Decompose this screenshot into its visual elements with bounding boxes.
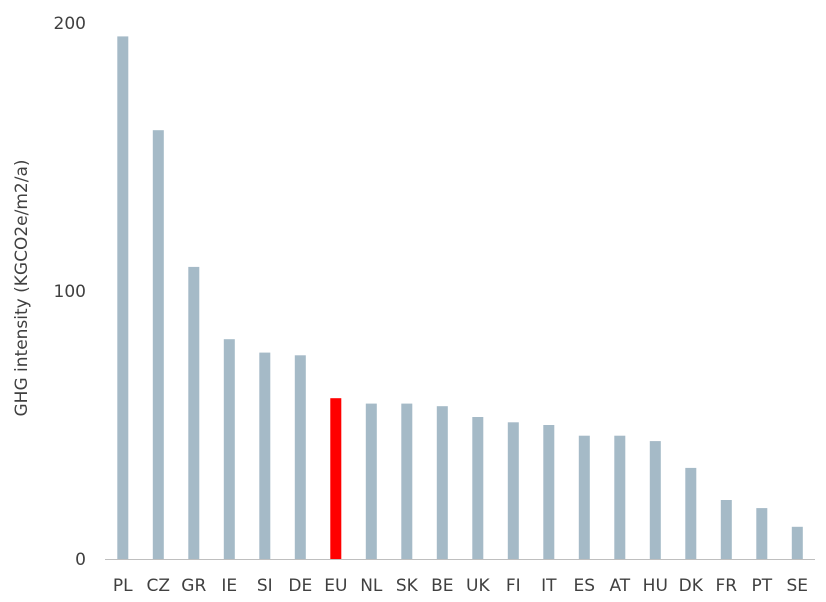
x-tick-label-cz: CZ — [147, 576, 171, 596]
x-tick-label-hu: HU — [643, 576, 668, 596]
x-tick-label-pl: PL — [113, 576, 133, 596]
bar-es — [578, 435, 590, 559]
y-tick-label-0: 0 — [75, 550, 86, 570]
y-tick-label-200: 200 — [54, 14, 86, 34]
x-tick-label-eu: EU — [324, 576, 347, 596]
x-tick-label-se: SE — [787, 576, 809, 596]
bar-de — [294, 355, 306, 559]
x-tick-label-be: BE — [431, 576, 453, 596]
y-axis-title: GHG intensity (KGCO2e/m2/a) — [12, 159, 32, 416]
x-tick-label-de: DE — [288, 576, 312, 596]
x-tick-label-es: ES — [574, 576, 596, 596]
bar-eu — [330, 398, 342, 559]
x-tick-label-ie: IE — [221, 576, 237, 596]
bar-gr — [188, 266, 200, 559]
bar-uk — [472, 417, 484, 559]
bar-be — [436, 406, 448, 559]
bar-it — [543, 425, 555, 559]
x-tick-label-pt: PT — [751, 576, 772, 596]
bar-sk — [401, 403, 413, 559]
x-tick-label-dk: DK — [679, 576, 704, 596]
bar-at — [614, 435, 626, 559]
bar-nl — [365, 403, 377, 559]
bar-pl — [117, 36, 129, 559]
x-tick-label-sk: SK — [396, 576, 419, 596]
x-tick-label-at: AT — [609, 576, 630, 596]
x-tick-label-fi: FI — [506, 576, 521, 596]
x-tick-label-nl: NL — [360, 576, 383, 596]
bar-pt — [756, 508, 768, 559]
bar-fi — [507, 422, 519, 559]
bar-se — [791, 526, 803, 559]
x-tick-label-gr: GR — [181, 576, 206, 596]
x-tick-label-it: IT — [541, 576, 557, 596]
bar-ie — [223, 339, 235, 559]
bar-dk — [685, 467, 697, 559]
bar-hu — [649, 441, 661, 559]
bar-fr — [720, 500, 732, 559]
bars-group — [117, 36, 803, 559]
y-ticks-group: 0 100 200 — [54, 14, 86, 570]
bar-cz — [152, 130, 164, 559]
y-tick-label-100: 100 — [54, 282, 86, 302]
x-tick-label-si: SI — [257, 576, 273, 596]
x-tick-label-uk: UK — [466, 576, 490, 596]
x-tick-label-fr: FR — [716, 576, 738, 596]
x-labels-group: PL CZ GR IE SI DE EU NL SK BE UK FI IT ES AT HU DK FR PT SE — [113, 576, 808, 596]
bar-si — [259, 352, 271, 559]
